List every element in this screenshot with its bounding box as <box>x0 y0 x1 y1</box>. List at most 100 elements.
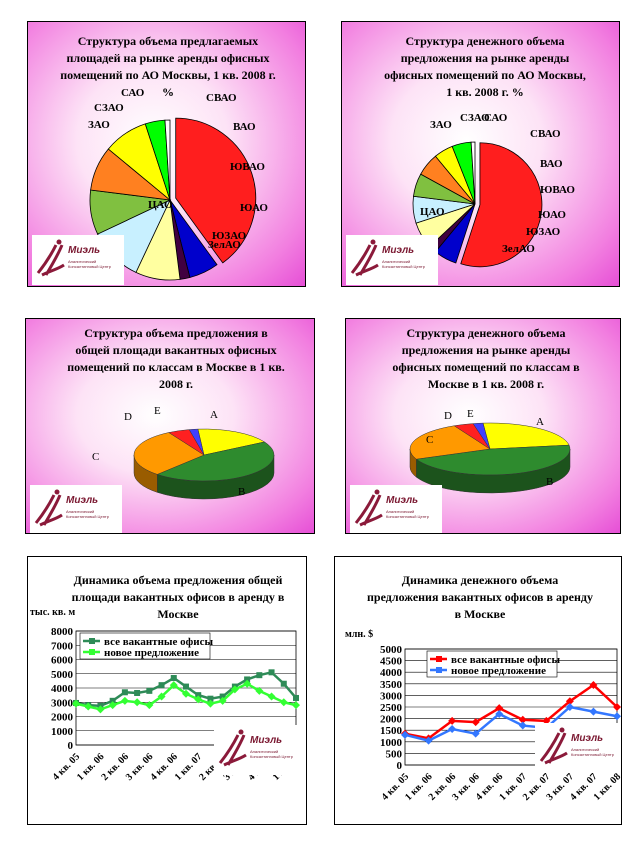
slice-label: ЮЗАО <box>526 226 561 238</box>
legend-label: все вакантные офисы <box>451 654 560 666</box>
data-point <box>108 701 117 710</box>
data-point <box>401 730 409 739</box>
data-point <box>121 689 128 696</box>
series-line <box>404 705 618 742</box>
y-tick-label: 3500 <box>380 679 403 691</box>
logo-brand: Миэль <box>386 495 419 506</box>
logo-mark-icon <box>539 727 568 765</box>
legend-marker <box>436 667 442 673</box>
logo-mark-icon <box>34 489 63 527</box>
y-tick-label: 1500 <box>380 725 403 737</box>
logo: Миэль Аналитический Консалтинговый Центр <box>350 485 442 533</box>
series-line <box>404 683 618 740</box>
chart-panel-2: Структура денежного объема предложения н… <box>341 21 620 287</box>
y-tick-label: 0 <box>397 760 403 772</box>
pie-slice <box>460 142 543 268</box>
data-point <box>292 701 300 710</box>
slice-label: ЗелАО <box>502 243 535 255</box>
logo: Миэль Аналитический Консалтинговый Центр <box>214 725 306 775</box>
slice-label: ЮАО <box>240 202 268 214</box>
slice-label: ЮАО <box>538 209 566 221</box>
slice-label: ВАО <box>233 121 256 133</box>
slice-label: ЮВАО <box>540 184 575 196</box>
data-point <box>495 709 504 718</box>
chart-panel-3: Структура объема предложения в общей пло… <box>25 318 315 534</box>
slice-label: СВАО <box>206 92 237 104</box>
data-point <box>183 683 189 690</box>
y-tick-label: 2500 <box>380 702 403 714</box>
data-point <box>518 721 527 730</box>
data-point <box>267 692 276 701</box>
logo: Миэль Аналитический Консалтинговый Центр <box>32 235 124 285</box>
data-point <box>134 689 141 696</box>
slice-label: D <box>124 411 132 423</box>
chart-title: Структура объема предлагаемых площадей н… <box>60 34 276 99</box>
legend-marker <box>89 638 95 644</box>
data-point <box>243 679 252 688</box>
slice-label: ВАО <box>540 158 563 170</box>
logo-tagline: Аналитический Консалтинговый Центр <box>386 509 429 519</box>
chart-panel-1: Структура объема предлагаемых площадей н… <box>27 21 306 287</box>
data-point <box>195 692 202 699</box>
legend-marker <box>89 649 95 655</box>
data-point <box>589 707 598 716</box>
data-point <box>207 695 214 702</box>
data-point <box>230 685 239 694</box>
pie-slice <box>415 444 571 476</box>
data-point <box>565 697 574 706</box>
chart-panel-4: Структура денежного объема предложения н… <box>345 318 621 534</box>
data-point <box>169 681 178 690</box>
line-chart: 0 1000 2000 3000 4000 5000 6000 7000 8000 тыс. кв… <box>30 607 302 783</box>
legend-label: новое предложение <box>451 665 546 677</box>
y-tick-label: 500 <box>386 748 403 760</box>
data-point <box>158 682 165 689</box>
slice-label: ЦАО <box>148 199 173 211</box>
chart-panel-5: Динамика объема предложения общей площад… <box>27 556 307 825</box>
slice-label: СВАО <box>530 128 561 140</box>
logo: Миэль Аналитический Консалтинговый Центр <box>346 235 438 285</box>
y-tick-label: 2000 <box>51 712 74 724</box>
legend-marker <box>436 656 442 662</box>
slice-label: ЗАО <box>88 119 110 131</box>
slice-label: САО <box>121 87 145 99</box>
data-point <box>218 696 227 705</box>
logo-brand: Миэль <box>382 245 415 256</box>
logo-brand: Миэль <box>571 733 604 744</box>
legend-box <box>426 650 558 678</box>
slice-label: ЦАО <box>420 206 445 218</box>
legend-box <box>79 632 211 660</box>
pie-slice <box>133 432 205 475</box>
slice-label: B <box>546 476 553 488</box>
slice-label: ЮЗАО <box>212 230 247 242</box>
data-point <box>109 697 116 704</box>
slice-label: A <box>210 409 218 421</box>
y-tick-label: 6000 <box>51 655 74 667</box>
y-tick-label: 0 <box>68 740 74 752</box>
chart-title: Структура денежного объема предложения н… <box>384 34 586 99</box>
y-tick-label: 8000 <box>51 626 74 638</box>
logo-tagline: Аналитический Консалтинговый Центр <box>571 747 614 757</box>
data-point <box>471 729 480 738</box>
y-tick-label: 3000 <box>51 697 74 709</box>
logo-mark-icon <box>218 729 247 767</box>
logo-tagline: Аналитический Консалтинговый Центр <box>66 509 109 519</box>
pie-slice <box>197 428 266 456</box>
data-point <box>293 694 299 701</box>
logo-brand: Миэль <box>66 495 99 506</box>
data-point <box>542 716 551 725</box>
data-point <box>72 699 80 708</box>
chart-panel-6: Динамика денежного объема предложения ва… <box>334 556 622 825</box>
legend-label: все вакантные офисы <box>104 636 213 648</box>
y-axis-unit: тыс. кв. м <box>30 607 75 618</box>
data-point <box>194 695 203 704</box>
data-point <box>256 672 263 679</box>
data-point <box>170 675 177 682</box>
slice-label: D <box>444 410 452 422</box>
data-point <box>448 725 457 734</box>
data-point <box>565 703 574 711</box>
data-point <box>495 704 504 713</box>
data-point <box>133 698 142 707</box>
slice-label: ЗелАО <box>208 239 241 251</box>
